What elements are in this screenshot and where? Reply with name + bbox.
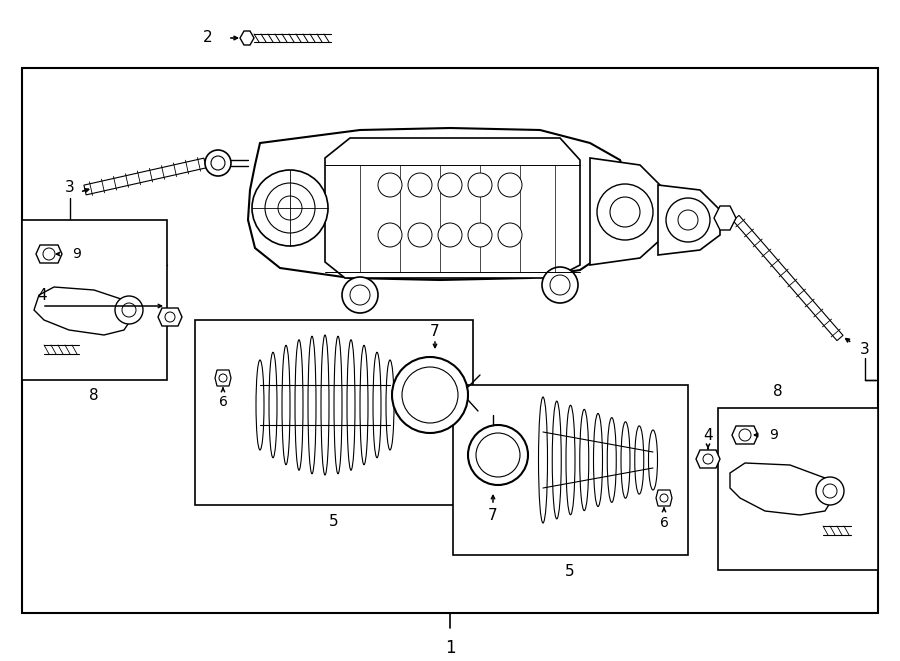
Polygon shape (84, 158, 206, 195)
Polygon shape (36, 245, 62, 263)
Circle shape (542, 267, 578, 303)
Text: 6: 6 (219, 395, 228, 409)
Circle shape (468, 223, 492, 247)
Circle shape (392, 357, 468, 433)
Ellipse shape (621, 422, 630, 498)
Circle shape (666, 198, 710, 242)
Text: 4: 4 (703, 428, 713, 442)
Circle shape (402, 367, 458, 423)
Circle shape (122, 303, 136, 317)
Circle shape (378, 223, 402, 247)
Circle shape (342, 277, 378, 313)
Ellipse shape (295, 340, 303, 470)
Text: 3: 3 (65, 180, 75, 196)
Polygon shape (714, 206, 736, 230)
Polygon shape (215, 370, 231, 386)
Text: 5: 5 (565, 563, 575, 578)
Circle shape (115, 296, 143, 324)
Polygon shape (730, 463, 835, 515)
Polygon shape (34, 287, 134, 335)
Circle shape (739, 429, 751, 441)
Text: 2: 2 (203, 30, 212, 46)
Polygon shape (656, 490, 672, 506)
Ellipse shape (321, 335, 329, 475)
Ellipse shape (553, 401, 562, 519)
Text: 8: 8 (773, 385, 783, 399)
Circle shape (408, 223, 432, 247)
Polygon shape (590, 158, 660, 265)
Circle shape (265, 183, 315, 233)
Ellipse shape (334, 336, 342, 474)
Polygon shape (658, 185, 720, 255)
Bar (195, 320, 473, 505)
Circle shape (211, 156, 225, 170)
Circle shape (378, 173, 402, 197)
Text: 6: 6 (660, 516, 669, 530)
Polygon shape (732, 426, 758, 444)
Circle shape (438, 223, 462, 247)
Text: 5: 5 (329, 514, 338, 529)
Ellipse shape (256, 360, 264, 450)
Circle shape (438, 173, 462, 197)
Circle shape (550, 275, 570, 295)
Ellipse shape (360, 345, 368, 465)
Circle shape (468, 425, 528, 485)
Ellipse shape (593, 414, 602, 506)
Polygon shape (240, 31, 254, 45)
Circle shape (610, 197, 640, 227)
Ellipse shape (373, 352, 381, 457)
Circle shape (498, 223, 522, 247)
Circle shape (219, 374, 227, 382)
Text: 1: 1 (445, 639, 455, 657)
Ellipse shape (608, 418, 616, 502)
Polygon shape (248, 128, 630, 280)
Ellipse shape (566, 405, 575, 515)
Circle shape (205, 150, 231, 176)
Bar (453, 385, 688, 555)
Circle shape (476, 433, 520, 477)
Circle shape (278, 196, 302, 220)
Circle shape (816, 477, 844, 505)
Bar (22, 220, 167, 380)
Polygon shape (325, 138, 580, 278)
Circle shape (43, 248, 55, 260)
Ellipse shape (386, 360, 394, 450)
Circle shape (468, 173, 492, 197)
Ellipse shape (634, 426, 644, 494)
Text: 4: 4 (37, 288, 47, 303)
Circle shape (597, 184, 653, 240)
Text: 7: 7 (488, 508, 498, 522)
Ellipse shape (308, 336, 316, 474)
Circle shape (408, 173, 432, 197)
Polygon shape (696, 450, 720, 468)
Text: 7: 7 (430, 323, 440, 338)
Polygon shape (733, 215, 843, 340)
Circle shape (165, 312, 175, 322)
Ellipse shape (347, 340, 355, 470)
Ellipse shape (282, 345, 290, 465)
Ellipse shape (649, 430, 658, 490)
Circle shape (660, 494, 668, 502)
Circle shape (823, 484, 837, 498)
Ellipse shape (580, 409, 589, 511)
Circle shape (350, 285, 370, 305)
Ellipse shape (269, 352, 277, 457)
Circle shape (252, 170, 328, 246)
Text: 9: 9 (72, 247, 81, 261)
Ellipse shape (538, 397, 547, 523)
Bar (718, 408, 878, 570)
Circle shape (678, 210, 698, 230)
Circle shape (703, 454, 713, 464)
Text: 3: 3 (860, 342, 870, 358)
Bar (22, 68, 878, 613)
Text: 8: 8 (89, 389, 99, 403)
Text: 9: 9 (769, 428, 778, 442)
Circle shape (498, 173, 522, 197)
Polygon shape (158, 308, 182, 326)
